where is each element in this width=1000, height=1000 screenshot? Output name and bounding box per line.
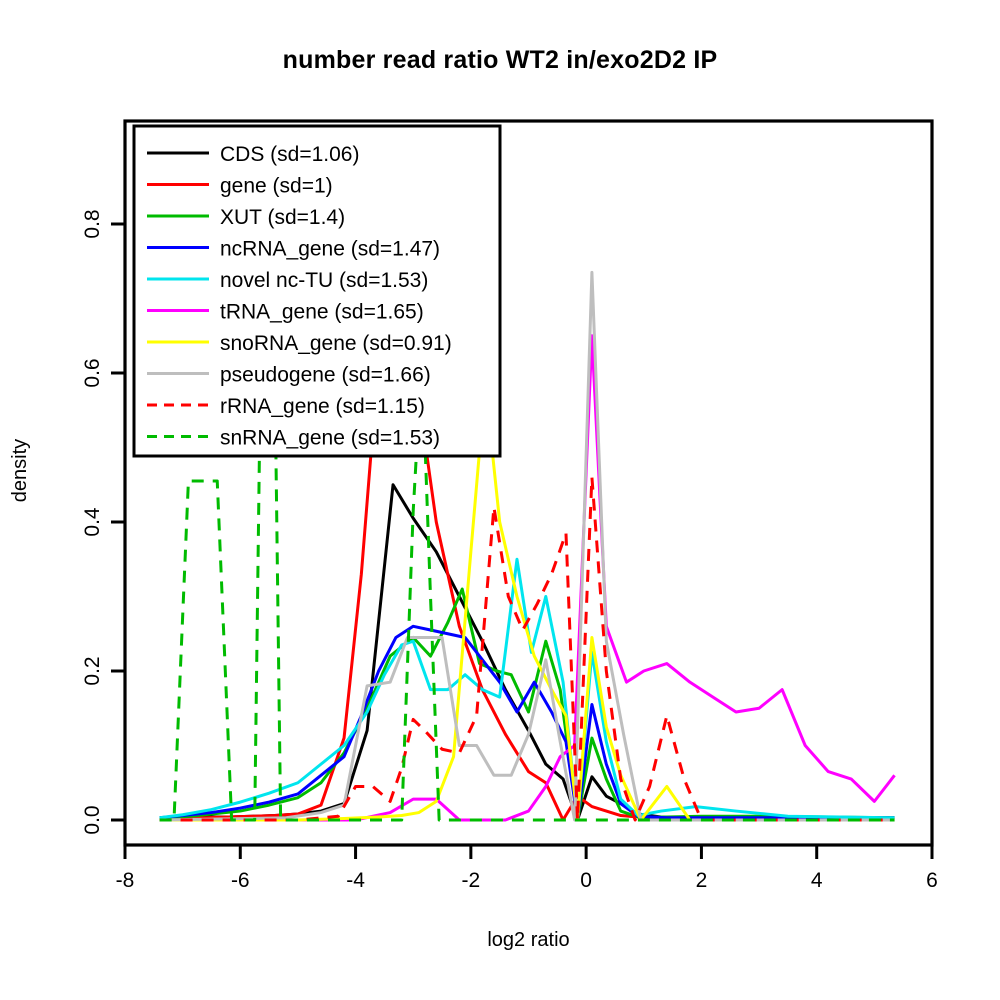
y-tick-label: 0.6 — [81, 358, 104, 387]
series-layer — [159, 148, 896, 822]
legend-label: novel nc-TU (sd=1.53) — [220, 269, 428, 292]
y-tick-label: 0.2 — [81, 656, 104, 685]
axes-layer: -8 -6 -4 -2 0 2 4 6 0.0 0.2 0.4 0.6 0.8 log2 ratio den… — [9, 119, 938, 951]
x-tick-label: -8 — [116, 869, 135, 892]
legend-label: tRNA_gene (sd=1.65) — [220, 301, 424, 324]
y-tick-label: 0.4 — [81, 507, 104, 537]
y-tick-label: 0.0 — [81, 805, 104, 834]
legend-label: XUT (sd=1.4) — [220, 206, 345, 229]
x-tick-label: -4 — [346, 869, 365, 892]
x-tick-label: 6 — [926, 869, 938, 892]
x-tick-label: 4 — [811, 869, 823, 892]
legend-label: ncRNA_gene (sd=1.47) — [220, 238, 440, 261]
page-title: number read ratio WT2 in/exo2D2 IP — [282, 46, 718, 74]
legend-label: snRNA_gene (sd=1.53) — [220, 427, 440, 450]
legend-box — [132, 124, 502, 458]
plot-frame — [123, 119, 934, 847]
legend-label: gene (sd=1) — [220, 175, 333, 198]
series-line-novel-nc-tu — [159, 557, 895, 822]
legend-label: snoRNA_gene (sd=0.91) — [220, 332, 452, 355]
x-axis-title: log2 ratio — [487, 929, 569, 951]
x-tick-label: -6 — [231, 869, 250, 892]
legend-label: pseudogene (sd=1.66) — [220, 364, 431, 387]
series-line-rrna-gene — [159, 475, 895, 822]
series-line-ncrna-gene — [159, 624, 895, 822]
legend-label: CDS (sd=1.06) — [220, 143, 359, 166]
x-tick-label: 2 — [696, 869, 708, 892]
legend-layer: CDS (sd=1.06) gene (sd=1) XUT (sd=1.4) ncRN… — [132, 124, 502, 458]
y-tick-label: 0.8 — [81, 209, 104, 238]
x-tick-label: -2 — [462, 869, 481, 892]
legend-label: rRNA_gene (sd=1.15) — [220, 395, 425, 418]
x-tick-label: 0 — [580, 869, 592, 892]
y-axis-title: density — [9, 439, 31, 502]
